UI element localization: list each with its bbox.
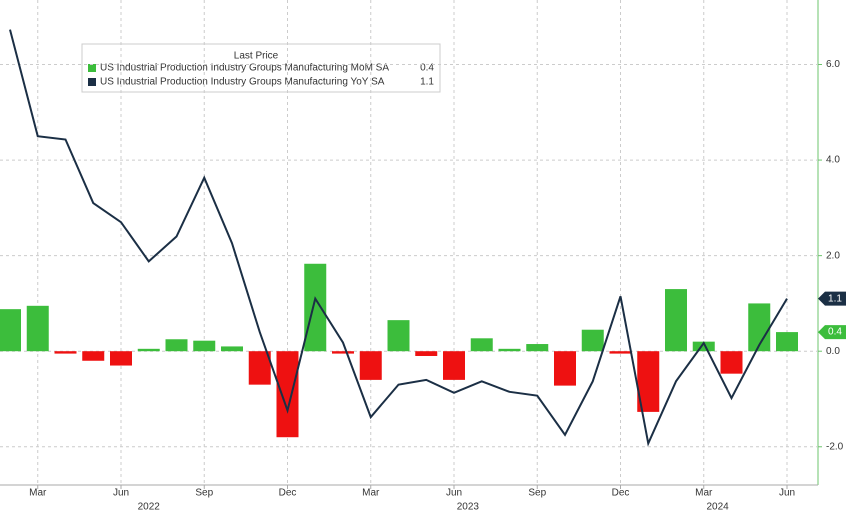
bar — [581, 329, 604, 352]
bar — [82, 351, 105, 361]
bar — [110, 351, 132, 366]
legend-label: US Industrial Production Industry Groups… — [100, 77, 385, 88]
legend-swatch — [88, 78, 96, 86]
x-tick-label: Jun — [446, 488, 462, 499]
bar — [637, 351, 660, 412]
x-tick-label: Sep — [528, 488, 546, 499]
x-tick-label: Mar — [362, 488, 380, 499]
y-tick-label: 4.0 — [826, 155, 840, 166]
bar — [498, 348, 521, 352]
x-tick-label: Jun — [779, 488, 795, 499]
bar — [221, 346, 243, 352]
bar — [193, 340, 216, 352]
bar — [276, 351, 299, 438]
bar — [54, 351, 77, 354]
x-tick-label: Sep — [195, 488, 213, 499]
bar — [665, 289, 687, 352]
bar — [415, 351, 438, 356]
bar — [554, 351, 576, 386]
year-label: 2024 — [707, 502, 730, 512]
x-tick-label: Dec — [279, 488, 297, 499]
bar — [0, 309, 21, 352]
legend-label: US Industrial Production Industry Groups… — [100, 63, 389, 74]
y-tick-label: 6.0 — [826, 59, 840, 70]
x-tick-label: Mar — [695, 488, 713, 499]
x-tick-label: Mar — [29, 488, 47, 499]
bar — [692, 341, 715, 352]
bar — [26, 305, 49, 352]
bar — [332, 351, 354, 354]
bar — [470, 338, 493, 352]
bar — [359, 351, 382, 380]
legend-value: 1.1 — [420, 77, 434, 88]
bar — [776, 332, 798, 352]
bar — [720, 351, 743, 374]
bar — [304, 263, 327, 352]
legend-title: Last Price — [234, 51, 279, 62]
year-label: 2022 — [138, 502, 161, 512]
legend-box — [81, 43, 441, 93]
year-label: 2023 — [457, 502, 480, 512]
bar — [748, 303, 771, 352]
grid — [0, 0, 818, 485]
legend-value: 0.4 — [420, 63, 434, 74]
x-tick-label: Jun — [113, 488, 129, 499]
last-value-tag — [818, 291, 846, 306]
line — [9, 29, 788, 447]
y-tick-label: 2.0 — [826, 250, 840, 261]
bar — [165, 339, 188, 352]
y-tick-label: 0.0 — [826, 346, 840, 357]
last-value-label: 1.1 — [828, 293, 842, 304]
legend: Last Price US Industrial Production Indu… — [81, 43, 441, 93]
y-tick-label: -2.0 — [826, 441, 844, 452]
bar — [248, 351, 271, 385]
last-value-label: 0.4 — [828, 327, 842, 338]
bar — [137, 348, 160, 352]
bar — [443, 351, 465, 380]
bar — [609, 351, 632, 354]
last-value-tag — [818, 325, 846, 340]
bar — [526, 344, 549, 352]
x-tick-label: Dec — [612, 488, 630, 499]
legend-swatch — [88, 64, 96, 72]
bar — [387, 320, 410, 352]
